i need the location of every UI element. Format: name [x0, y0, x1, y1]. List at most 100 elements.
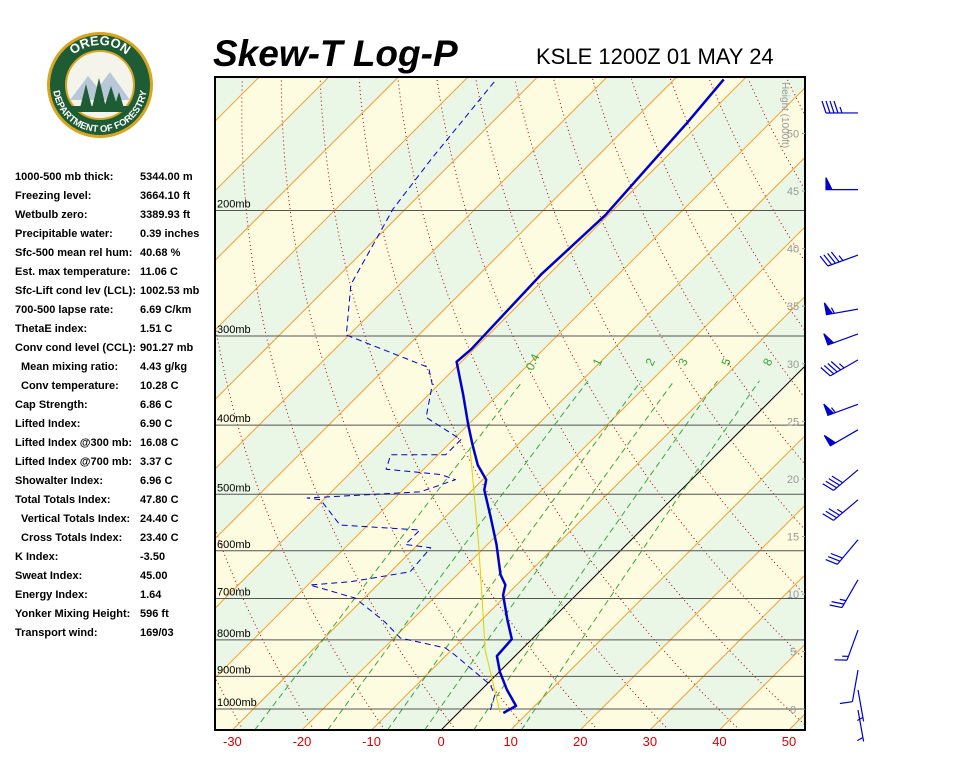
x-tick-label: 40	[712, 734, 726, 749]
y2-axis-title: Height (1000ft)	[779, 82, 790, 148]
index-label: Showalter Index:	[15, 475, 103, 487]
isotherm	[215, 77, 538, 401]
isotherm	[215, 77, 678, 540]
isotherm-grid-line	[510, 434, 805, 730]
wind-barb	[825, 177, 859, 191]
profile-line	[306, 79, 497, 711]
isotherm	[215, 77, 469, 331]
y-tick-label: 200mb	[217, 198, 251, 210]
index-label: Freezing level:	[15, 190, 91, 202]
index-value: 6.96 C	[140, 475, 172, 487]
profile-line	[455, 78, 725, 715]
index-label: Cross Totals Index:	[21, 532, 122, 544]
wind-barb	[857, 709, 865, 742]
y2-tick-label: 50	[787, 128, 799, 140]
isotherm-grid-line	[788, 713, 805, 730]
mixing-ratio-line	[473, 380, 718, 730]
mixing-ratio-line	[327, 380, 589, 730]
y2-tick-label: 25	[787, 416, 799, 428]
x-tick-label: -20	[293, 734, 312, 749]
isotherm	[215, 77, 747, 609]
index-label: 1000-500 mb thick:	[15, 171, 113, 183]
dry-adiabat	[943, 79, 960, 730]
wind-barb	[823, 429, 859, 447]
index-label: ThetaE index:	[15, 323, 87, 335]
dry-adiabat	[436, 78, 805, 726]
index-label: Precipitable water:	[15, 228, 113, 240]
index-label: Mean mixing ratio:	[21, 361, 118, 373]
index-label: Energy Index:	[15, 589, 88, 601]
wind-barb	[820, 359, 859, 377]
y2-tick-label: 40	[787, 244, 799, 256]
index-label: Conv temperature:	[21, 380, 119, 392]
dry-adiabat	[475, 78, 805, 661]
index-value: 1.51 C	[140, 323, 172, 335]
index-value: 6.69 C/km	[140, 304, 192, 316]
wind-barbs	[819, 100, 865, 742]
y2-tick-label: 20	[787, 474, 799, 486]
index-value: 1002.53 mb	[140, 285, 200, 297]
isotherm-band	[215, 87, 805, 730]
plot: 0.4 1 2 3 5 8	[215, 77, 960, 730]
dry-adiabat	[786, 78, 805, 117]
y-tick-label: 900mb	[217, 664, 251, 676]
wind-barb	[839, 670, 859, 705]
logo-ground	[72, 106, 128, 112]
mixing-ratio-label: 0.4	[523, 351, 543, 372]
x-tick-label: 50	[782, 734, 796, 749]
index-label: Yonker Mixing Height:	[15, 608, 130, 620]
dry-adiabat	[215, 527, 315, 730]
dry-adiabat	[397, 78, 740, 730]
y2-tick-label: 10	[787, 589, 799, 601]
x-tick-label: -30	[223, 734, 242, 749]
index-value: 6.86 C	[140, 399, 172, 411]
index-label: Wetbulb zero:	[15, 209, 88, 221]
y-tick-label: 800mb	[217, 628, 251, 640]
index-value: 3.37 C	[140, 456, 172, 468]
index-label: Est. max temperature:	[15, 266, 131, 278]
index-value: 5344.00 m	[140, 171, 193, 183]
profile-line	[469, 449, 501, 713]
index-value: 3389.93 ft	[140, 209, 190, 221]
index-value: 40.68 %	[140, 247, 181, 259]
isotherm	[215, 77, 608, 470]
dry-adiabat	[514, 78, 805, 596]
y-tick-label: 500mb	[217, 482, 251, 494]
index-label: Vertical Totals Index:	[21, 513, 130, 525]
chart-title: Skew-T Log-P	[213, 33, 458, 74]
isotherm	[215, 87, 805, 679]
dry-adiabat	[904, 79, 960, 730]
y-tick-label: 700mb	[217, 587, 251, 599]
index-label: 700-500 lapse rate:	[15, 304, 113, 316]
chart-subtitle: KSLE 1200Z 01 MAY 24	[536, 44, 774, 69]
index-label: Lifted Index:	[15, 418, 80, 430]
index-label: Transport wind:	[15, 627, 98, 639]
logo-trees	[80, 78, 124, 108]
y2-tick-label: 30	[787, 359, 799, 371]
index-value: 4.43 g/kg	[140, 361, 187, 373]
wind-barb	[825, 539, 859, 565]
y-tick-label: 1000mb	[217, 697, 257, 709]
y2-tick-label: 45	[787, 186, 799, 198]
mixing-ratio-line	[387, 380, 642, 730]
isotherm	[215, 77, 330, 192]
index-value: 10.28 C	[140, 380, 179, 392]
wind-barb	[857, 689, 865, 722]
x-tick-label: 10	[503, 734, 517, 749]
index-value: 1.64	[140, 589, 162, 601]
wind-barb	[823, 333, 859, 346]
x-tick-label: 30	[643, 734, 657, 749]
isotherm-grid-line	[649, 574, 805, 730]
index-label: Lifted Index @700 mb:	[15, 456, 132, 468]
y2-tick-label: 15	[787, 532, 799, 544]
index-label: Total Totals Index:	[15, 494, 111, 506]
index-value: 23.40 C	[140, 532, 179, 544]
y2-tick-label: 35	[787, 301, 799, 313]
dry-adiabat	[865, 79, 960, 730]
isotherm-grid-line	[579, 504, 805, 730]
index-label: Cap Strength:	[15, 399, 88, 411]
x-tick-label: -10	[362, 734, 381, 749]
indices-table: 1000-500 mb thick: 5344.00 m Freezing leve…	[15, 171, 200, 639]
index-value: 11.06 C	[140, 266, 178, 278]
isotherm-grid-line	[440, 365, 805, 730]
